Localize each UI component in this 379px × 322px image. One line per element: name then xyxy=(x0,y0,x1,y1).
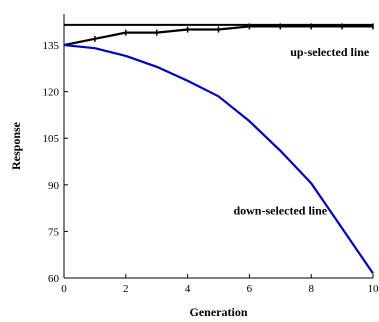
y-tick-label: 90 xyxy=(48,180,60,192)
x-tick-label: 6 xyxy=(247,283,253,295)
axes: 0 2 4 6 8 10 60 75 90 105 120 135 xyxy=(43,14,379,295)
series-line-2 xyxy=(63,43,374,274)
y-tick-label: 60 xyxy=(48,273,60,285)
x-tick-label: 2 xyxy=(123,283,129,295)
x-tick-label: 4 xyxy=(185,283,191,295)
y-axis-title: Response xyxy=(9,121,23,170)
y-tick-label: 75 xyxy=(48,226,60,238)
x-tick-label: 8 xyxy=(308,283,314,295)
annotation-label: down-selected line xyxy=(233,203,327,217)
x-axis-title: Generation xyxy=(190,305,248,319)
annotations: up-selected line down-selected line xyxy=(233,45,369,217)
x-tick-label: 10 xyxy=(368,283,379,295)
y-tick-label: 120 xyxy=(43,87,60,99)
y-tick-label: 135 xyxy=(43,40,60,52)
series-group xyxy=(63,23,374,274)
y-tick-label: 105 xyxy=(43,133,60,145)
annotation-label: up-selected line xyxy=(290,45,370,59)
x-tick-label: 0 xyxy=(61,283,67,295)
